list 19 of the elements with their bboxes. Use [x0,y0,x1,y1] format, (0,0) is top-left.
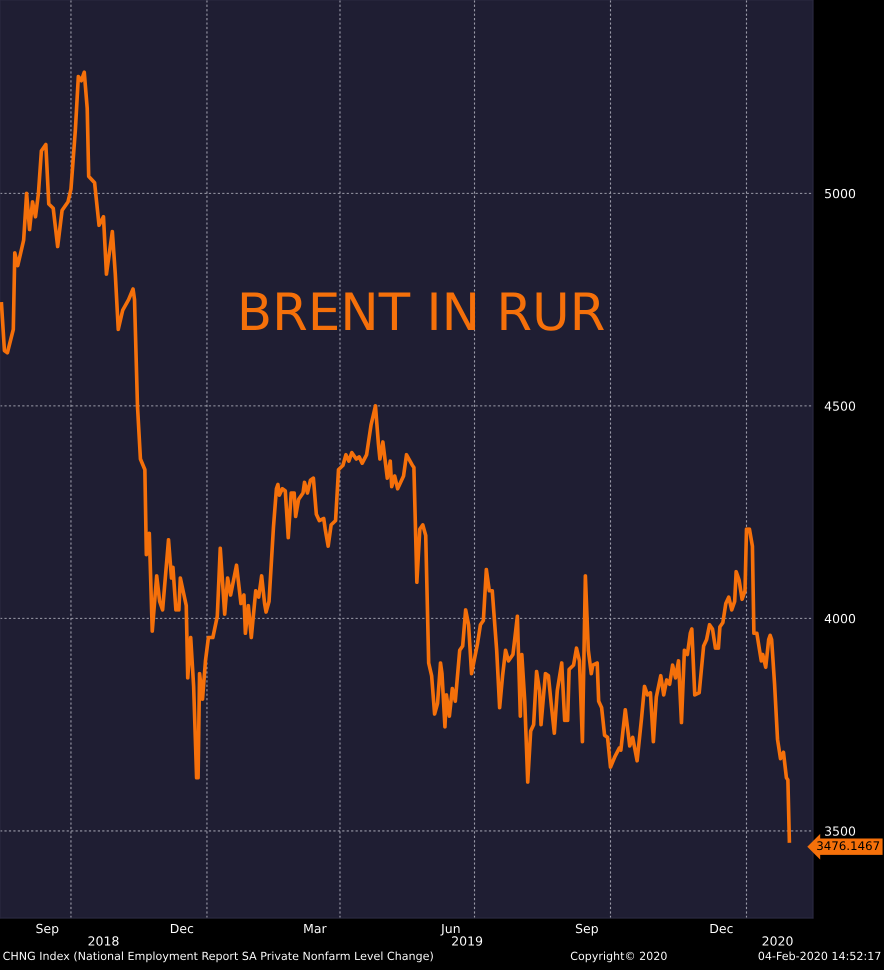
x-tick-label: Sep [36,924,58,936]
y-tick-label: 4500 [824,401,856,411]
x-tick-label: Mar [304,924,327,934]
x2-tick-label: 2019 [452,936,482,946]
x2-tick-label: 2018 [88,936,119,946]
x-tick-label: Jun [440,924,460,936]
text: 04-Feb-2020 14:52:17 [758,951,880,960]
x-tick-label: Sep [576,924,598,936]
y-tick-label: 3500 [825,826,856,836]
x2-tick-label: 2020 [762,936,793,946]
text: Copyright© 2020 [570,951,667,962]
line-series [0,70,792,843]
x-tick-label: Dec [710,924,733,934]
y-tick-label: 4000 [824,614,856,624]
annotation: 3476.1467 [817,841,880,850]
text: CHNG Index (National Employment Report SA Private Nonfarm Level Change) [3,951,433,962]
text: BRENT IN RUR [242,292,604,331]
y-tick-label: 5000 [825,188,856,198]
x-tick-label: Dec [170,924,194,934]
